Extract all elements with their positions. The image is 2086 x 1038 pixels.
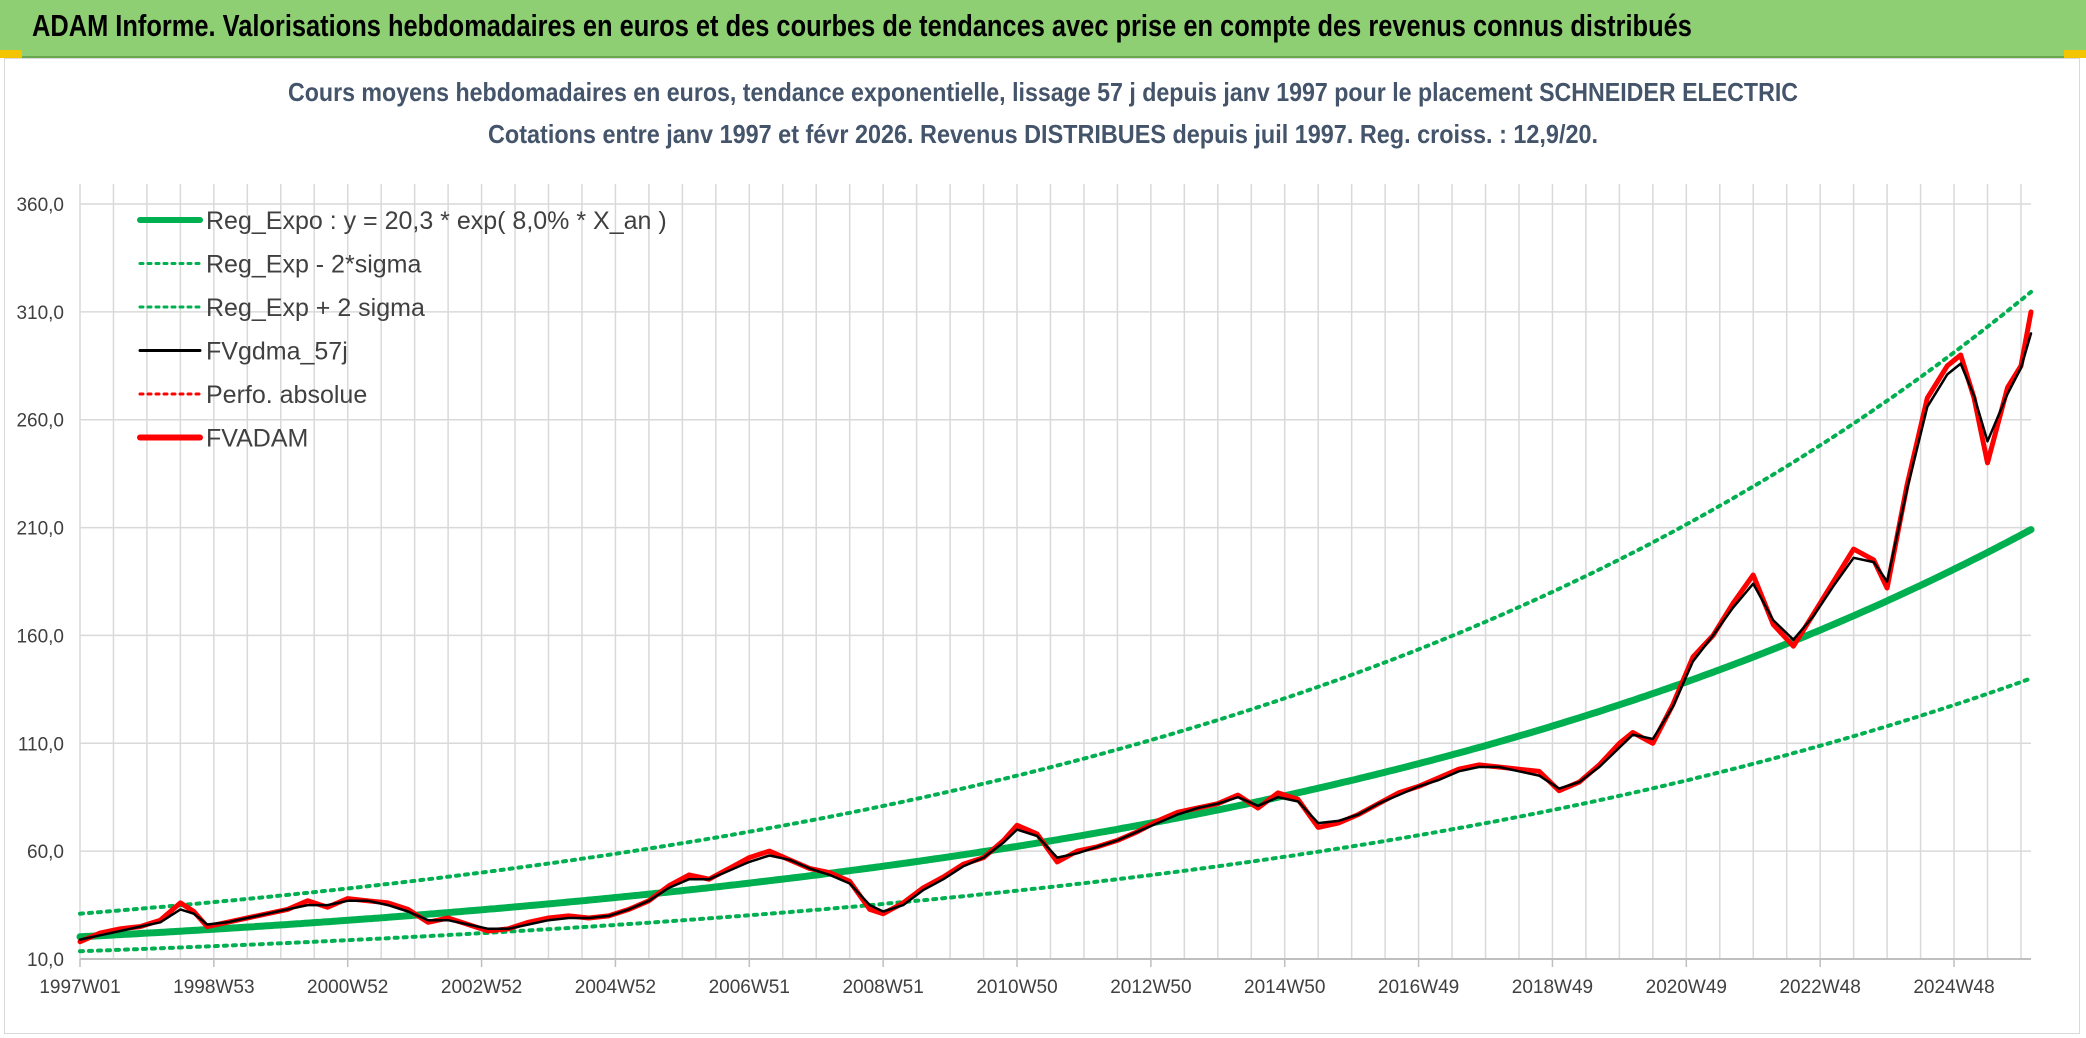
chart-title-line-2: Cotations entre janv 1997 et févr 2026. … xyxy=(488,119,1598,149)
x-tick-label: 1997W01 xyxy=(39,977,120,998)
x-tick-label: 2004W52 xyxy=(575,977,656,998)
chart-title-line-1: Cours moyens hebdomadaires en euros, ten… xyxy=(288,77,1798,107)
x-tick-label: 2014W50 xyxy=(1244,977,1325,998)
legend-label: Reg_Expo : y = 20,3 * exp( 8,0% * X_an ) xyxy=(206,207,667,235)
corner-marker-right xyxy=(2064,50,2086,58)
legend-label: FVgdma_57j xyxy=(206,338,348,366)
x-tick-label: 2020W49 xyxy=(1646,977,1727,998)
legend-label: Reg_Exp + 2 sigma xyxy=(206,294,425,322)
y-tick-label: 60,0 xyxy=(27,842,64,863)
report-header: ADAM Informe. Valorisations hebdomadaire… xyxy=(0,0,2086,58)
series-line-reg-expo xyxy=(76,526,2035,941)
y-tick-label: 260,0 xyxy=(16,411,64,432)
report-title: ADAM Informe. Valorisations hebdomadaire… xyxy=(32,8,1692,43)
legend-item: FVADAM xyxy=(137,425,308,453)
x-tick-label: 2002W52 xyxy=(441,977,522,998)
x-tick-label: 2024W48 xyxy=(1913,977,1994,998)
x-axis: 1997W01 1998W53 2000W52 2002W52 2004W52 2006W… xyxy=(39,958,2031,998)
y-axis: 360,0 310,0 260,0 210,0 160,0 110,0 60,0 10,0 xyxy=(16,195,64,971)
series-line-fvgdma-57j xyxy=(78,332,2033,941)
line-chart: Cours moyens hebdomadaires en euros, ten… xyxy=(16,77,2035,998)
chart-title: Cours moyens hebdomadaires en euros, ten… xyxy=(288,77,1798,149)
legend-item: Reg_Exp + 2 sigma xyxy=(138,294,425,322)
x-tick-label: 2022W48 xyxy=(1779,977,1860,998)
series-layer xyxy=(76,289,2035,954)
x-tick-label: 1998W53 xyxy=(173,977,254,998)
x-tick-label: 2010W50 xyxy=(976,977,1057,998)
y-tick-label: 360,0 xyxy=(16,195,64,216)
legend: Reg_Expo : y = 20,3 * exp( 8,0% * X_an )… xyxy=(137,207,667,453)
x-tick-label: 2016W49 xyxy=(1378,977,1459,998)
legend-label: Reg_Exp - 2*sigma xyxy=(206,251,421,279)
x-tick-label: 2018W49 xyxy=(1512,977,1593,998)
corner-marker-left xyxy=(0,50,22,58)
y-tick-label: 160,0 xyxy=(16,626,64,647)
y-tick-label: 210,0 xyxy=(16,519,64,540)
legend-label: Perfo. absolue xyxy=(206,381,367,409)
series-line-reg-exp-2-sigma xyxy=(78,676,2033,954)
x-tick-label: 2006W51 xyxy=(709,977,790,998)
x-tick-label: 2012W50 xyxy=(1110,977,1191,998)
legend-item: Reg_Expo : y = 20,3 * exp( 8,0% * X_an ) xyxy=(137,207,667,235)
legend-item: FVgdma_57j xyxy=(138,338,348,366)
x-tick-label: 2008W51 xyxy=(842,977,923,998)
y-tick-label: 310,0 xyxy=(16,303,64,324)
legend-label: FVADAM xyxy=(206,425,308,453)
y-tick-label: 10,0 xyxy=(27,950,64,971)
series-line-reg-exp-2-sigma xyxy=(78,289,2033,916)
y-tick-label: 110,0 xyxy=(18,734,64,755)
chart-area: Cours moyens hebdomadaires en euros, ten… xyxy=(4,58,2080,1034)
series-line-fvadam xyxy=(77,309,2034,945)
legend-item: Reg_Exp - 2*sigma xyxy=(138,251,421,279)
x-tick-label: 2000W52 xyxy=(307,977,388,998)
legend-item: Perfo. absolue xyxy=(138,381,367,409)
